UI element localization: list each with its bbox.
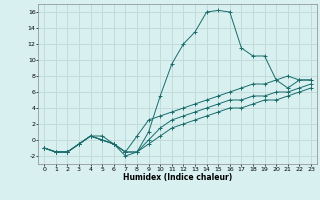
X-axis label: Humidex (Indice chaleur): Humidex (Indice chaleur) xyxy=(123,173,232,182)
